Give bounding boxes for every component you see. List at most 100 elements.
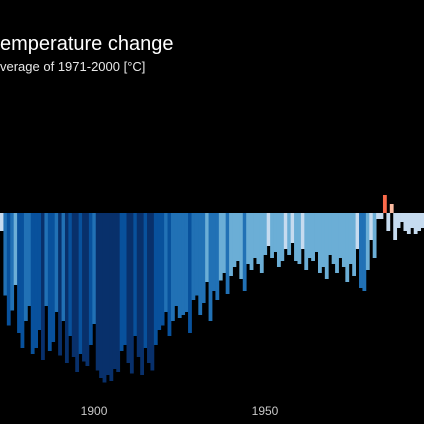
bar-1925 [177, 213, 182, 318]
bar-1919 [157, 213, 162, 330]
bar-1883 [34, 213, 39, 348]
bar-1939 [225, 213, 230, 294]
bar-1960 [297, 213, 302, 264]
bar-1974 [345, 213, 350, 282]
bar-1899 [88, 213, 93, 345]
bar-1916 [147, 213, 151, 363]
bar-1873 [0, 213, 4, 231]
bar-1917 [150, 213, 155, 371]
bar-1968 [324, 213, 329, 279]
bar-1926 [181, 213, 186, 315]
bar-1981 [369, 213, 374, 240]
bar-1958 [290, 213, 295, 243]
bar-1927 [184, 213, 189, 312]
bar-1937 [218, 213, 223, 281]
bar-1886 [44, 213, 49, 306]
bar-1980 [365, 213, 370, 270]
bar-1885 [41, 213, 45, 360]
bar-1888 [51, 213, 56, 342]
bar-1882 [30, 213, 35, 354]
bar-1879 [20, 213, 25, 348]
bar-1923 [170, 213, 175, 321]
bar-1967 [321, 213, 326, 267]
bar-1985 [382, 195, 387, 213]
bar-1962 [304, 213, 309, 270]
bar-1964 [311, 213, 315, 261]
bar-1880 [23, 213, 28, 321]
bar-1955 [280, 213, 285, 261]
bar-1900 [92, 213, 97, 324]
bar-1994 [413, 213, 418, 234]
bar-1956 [283, 213, 288, 249]
bar-1969 [328, 213, 333, 255]
bar-1936 [215, 213, 220, 300]
bar-1943 [239, 213, 244, 279]
bar-1946 [249, 213, 254, 270]
bar-1901 [95, 213, 100, 371]
bar-1874 [3, 213, 8, 296]
x-tick-label-1950: 1950 [252, 404, 279, 418]
bar-1906 [112, 213, 117, 369]
bar-1929 [191, 213, 196, 300]
bar-1914 [140, 213, 145, 375]
bar-1949 [259, 213, 264, 273]
bar-1893 [68, 213, 73, 336]
bar-1996 [420, 213, 424, 228]
bar-1892 [64, 213, 69, 363]
bar-1979 [362, 213, 367, 291]
bar-1961 [300, 213, 305, 249]
bar-1887 [47, 213, 52, 351]
bar-1905 [109, 213, 114, 381]
x-tick-label-1900: 1900 [81, 404, 108, 418]
bar-1912 [133, 213, 138, 336]
bar-1990 [400, 213, 404, 222]
bar-1907 [116, 213, 121, 372]
bar-1989 [396, 213, 401, 228]
chart-title: emperature change [0, 33, 173, 55]
bar-1977 [355, 213, 360, 249]
bar-1976 [352, 213, 357, 276]
bar-1947 [253, 213, 257, 258]
bar-1983 [376, 213, 380, 219]
bar-1993 [410, 213, 415, 228]
bar-1957 [287, 213, 292, 255]
bar-1975 [348, 213, 353, 264]
bar-1963 [307, 213, 312, 258]
bar-1890 [58, 213, 62, 356]
bar-1898 [85, 213, 90, 366]
bar-1876 [10, 213, 15, 311]
x-axis: 1900 1950 [81, 404, 279, 418]
bar-1928 [188, 213, 192, 333]
bar-1889 [54, 213, 59, 312]
bar-1942 [235, 213, 240, 261]
bar-1972 [338, 213, 343, 258]
bar-1913 [136, 213, 141, 357]
bar-1953 [273, 213, 278, 252]
bar-1932 [201, 213, 206, 303]
bar-1938 [222, 213, 227, 273]
bar-1986 [386, 213, 391, 231]
bar-1903 [102, 213, 107, 383]
bar-1881 [27, 213, 32, 306]
bar-1911 [129, 213, 134, 374]
bar-1971 [335, 213, 339, 273]
bar-1877 [13, 213, 18, 285]
bar-1915 [143, 213, 148, 348]
bar-1952 [270, 213, 274, 258]
bar-1954 [276, 213, 281, 267]
bar-1940 [229, 213, 233, 276]
bar-1934 [208, 213, 213, 321]
bar-1992 [406, 213, 411, 234]
bar-1970 [331, 213, 336, 264]
bar-1987 [389, 204, 394, 213]
bar-1909 [123, 213, 127, 345]
bar-1922 [167, 213, 172, 336]
bar-1896 [78, 213, 83, 354]
bar-1988 [393, 213, 398, 240]
bar-1991 [403, 213, 408, 231]
bar-1935 [212, 213, 216, 291]
bar-1930 [194, 213, 199, 296]
bar-1951 [266, 213, 271, 246]
bar-1884 [37, 213, 42, 330]
